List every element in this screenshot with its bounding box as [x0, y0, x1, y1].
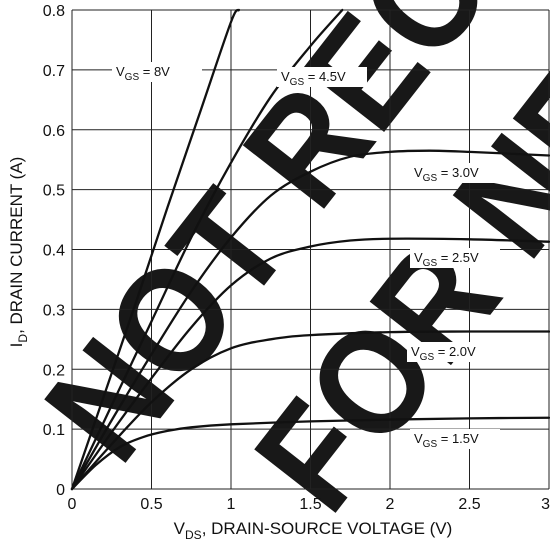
- curve-label-2: VGS = 3.0V: [414, 165, 479, 184]
- x-tick-label: 1.5: [299, 496, 321, 513]
- curve-series: [70, 8, 550, 491]
- curve-label-5: VGS = 1.5V: [414, 431, 479, 450]
- curve-label-background: [277, 67, 367, 87]
- x-axis-title: VDS, DRAIN-SOURCE VOLTAGE (V): [174, 519, 453, 542]
- curve-series-4: [70, 330, 550, 491]
- plot-grid: [71, 9, 550, 490]
- y-tick-label: 0.1: [43, 422, 65, 439]
- x-tick-label: 3: [541, 496, 550, 513]
- curve-label-0: VGS = 8V: [116, 64, 170, 83]
- y-tick-label: 0: [56, 482, 65, 499]
- curve-label-background: [407, 342, 497, 362]
- x-tick-label: 2.5: [458, 496, 480, 513]
- curve-series-1: [70, 8, 344, 491]
- curve-label-background: [410, 429, 500, 449]
- curve-label-background: [410, 248, 500, 268]
- x-tick-label: 1: [227, 496, 236, 513]
- curve-label-1: VGS = 4.5V: [281, 69, 346, 88]
- y-axis-title: ID, DRAIN CURRENT (A): [7, 157, 30, 348]
- curve-label-3: VGS = 2.5V: [414, 250, 479, 269]
- y-tick-label: 0.4: [43, 243, 65, 260]
- y-tick-label: 0.8: [43, 3, 65, 20]
- curve-label-4: VGS = 2.0V: [411, 344, 476, 363]
- y-tick-label: 0.5: [43, 183, 65, 200]
- x-tick-label: 0.5: [140, 496, 162, 513]
- x-tick-label: 2: [386, 496, 395, 513]
- y-axis-tick-labels: 0 0.1 0.2 0.3 0.4 0.5 0.6 0.7 0.8: [43, 3, 65, 499]
- x-axis-tick-labels: 0 0.5 1 1.5 2 2.5 3: [68, 496, 550, 513]
- y-tick-label: 0.2: [43, 362, 65, 379]
- curve-series-0: [70, 8, 241, 491]
- y-tick-label: 0.6: [43, 123, 65, 140]
- curve-series-5: [70, 416, 550, 491]
- curve-series-3: [70, 237, 550, 491]
- x-tick-label: 0: [68, 496, 77, 513]
- curve-series-2: [70, 149, 550, 491]
- curve-labels: VGS = 8V VGS = 4.5V VGS = 3.0V VGS = 2.5V VG…: [112, 62, 500, 450]
- curve-label-background: [410, 163, 500, 183]
- y-tick-label: 0.3: [43, 302, 65, 319]
- curve-label-background: [112, 62, 202, 82]
- y-tick-label: 0.7: [43, 63, 65, 80]
